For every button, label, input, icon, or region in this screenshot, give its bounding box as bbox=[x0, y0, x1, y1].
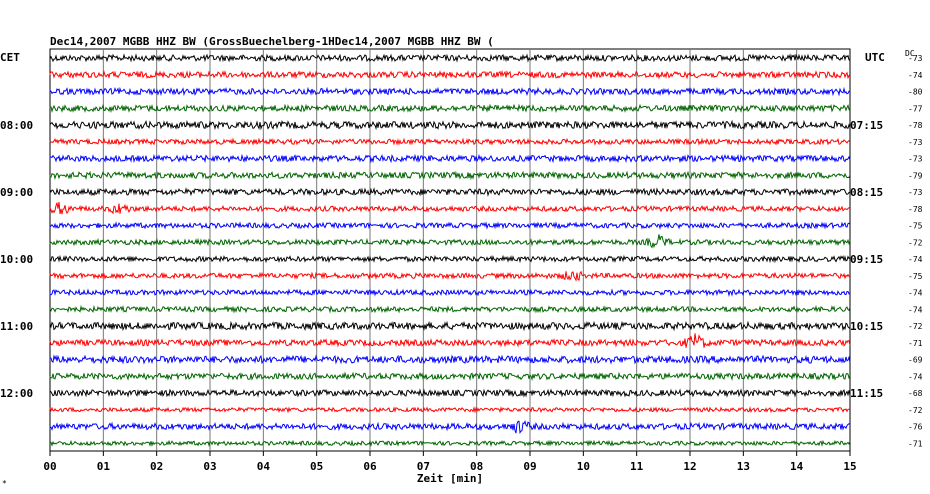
dc-offset-label: -73 bbox=[908, 54, 923, 63]
x-tick-label: 09 bbox=[523, 460, 536, 473]
dc-label: DC bbox=[905, 49, 915, 58]
seismic-trace bbox=[49, 320, 851, 332]
dc-offset-label: -74 bbox=[908, 289, 923, 298]
plot-frame bbox=[49, 48, 851, 452]
seismic-trace bbox=[49, 234, 851, 249]
seismic-trace bbox=[49, 419, 850, 435]
dc-offset-label: -75 bbox=[908, 272, 923, 281]
x-tick-label: 07 bbox=[417, 460, 430, 473]
seismic-trace bbox=[49, 354, 851, 365]
seismic-trace bbox=[49, 333, 851, 348]
seismic-trace bbox=[49, 153, 851, 164]
cet-time-label: 09:00 bbox=[0, 186, 33, 199]
dc-offset-label: -73 bbox=[908, 155, 923, 164]
x-tick-label: 10 bbox=[577, 460, 590, 473]
cet-time-labels: 08:00 09:00 10:00 11:00 12:00 bbox=[0, 119, 33, 400]
utc-time-labels: 07:15 08:15 09:15 10:15 11:15 bbox=[850, 119, 883, 400]
dc-offset-label: -72 bbox=[908, 238, 923, 247]
cet-time-label: 08:00 bbox=[0, 119, 33, 132]
seismic-trace bbox=[49, 304, 851, 314]
seismic-trace bbox=[49, 201, 851, 215]
seismic-trace bbox=[49, 288, 851, 297]
seismic-trace bbox=[49, 69, 851, 80]
dc-offset-label: -74 bbox=[908, 372, 923, 381]
seismic-traces bbox=[49, 53, 851, 447]
seismic-trace bbox=[49, 137, 851, 146]
seismic-trace bbox=[49, 221, 851, 230]
seismic-trace bbox=[49, 439, 851, 447]
x-tick-label: 14 bbox=[790, 460, 804, 473]
seismic-trace bbox=[49, 103, 851, 114]
dc-offset-label: -75 bbox=[908, 222, 923, 231]
x-axis: 00 01 02 03 04 05 06 07 08 09 10 11 12 13 14 15 bbox=[43, 451, 857, 473]
dc-offset-label: -74 bbox=[908, 305, 923, 314]
dc-offset-label: -74 bbox=[908, 71, 923, 80]
x-tick-label: 12 bbox=[683, 460, 696, 473]
seismic-trace bbox=[49, 187, 851, 197]
utc-time-label: 07:15 bbox=[850, 119, 883, 132]
cet-time-label: 12:00 bbox=[0, 387, 33, 400]
seismic-trace bbox=[49, 170, 851, 181]
x-tick-label: 04 bbox=[257, 460, 271, 473]
cet-time-label: 11:00 bbox=[0, 320, 33, 333]
cet-zone-label: CET bbox=[0, 51, 20, 64]
dc-offset-label: -76 bbox=[908, 423, 923, 432]
x-tick-label: 05 bbox=[310, 460, 323, 473]
seismic-trace bbox=[49, 254, 851, 264]
x-tick-label: 08 bbox=[470, 460, 483, 473]
x-tick-label: 03 bbox=[203, 460, 216, 473]
utc-time-label: 10:15 bbox=[850, 320, 883, 333]
seismic-trace bbox=[49, 270, 851, 282]
dc-offset-labels: -73 -74 -80 -77 -78 -73 -73 -79 -73 -78 -75 -72 -74 -… bbox=[908, 54, 923, 448]
dc-offset-label: -71 bbox=[908, 439, 923, 448]
dc-offset-label: -80 bbox=[908, 88, 923, 97]
dc-offset-label: -69 bbox=[908, 356, 923, 365]
seismic-trace bbox=[49, 405, 851, 414]
seismic-trace bbox=[49, 119, 851, 131]
dc-offset-label: -71 bbox=[908, 339, 923, 348]
x-axis-label: Zeit [min] bbox=[417, 472, 483, 485]
seismic-trace bbox=[49, 53, 851, 63]
seismic-trace bbox=[49, 86, 851, 97]
dc-offset-label: -77 bbox=[908, 104, 923, 113]
corner-mark: * bbox=[2, 479, 7, 488]
dc-offset-label: -78 bbox=[908, 205, 923, 214]
dc-offset-label: -74 bbox=[908, 255, 923, 264]
seismic-trace bbox=[49, 388, 851, 398]
chart-title: Dec14,2007 MGBB HHZ BW (GrossBuechelberg… bbox=[50, 35, 494, 48]
x-tick-label: 02 bbox=[150, 460, 163, 473]
utc-time-label: 08:15 bbox=[850, 186, 883, 199]
seismic-trace bbox=[49, 371, 851, 382]
x-tick-label: 13 bbox=[737, 460, 750, 473]
dc-offset-label: -79 bbox=[908, 171, 923, 180]
dc-offset-label: -73 bbox=[908, 188, 923, 197]
dc-offset-label: -72 bbox=[908, 406, 923, 415]
x-tick-label: 11 bbox=[630, 460, 644, 473]
dc-offset-label: -78 bbox=[908, 121, 923, 130]
x-tick-label: 15 bbox=[843, 460, 856, 473]
utc-time-label: 11:15 bbox=[850, 387, 883, 400]
cet-time-label: 10:00 bbox=[0, 253, 33, 266]
utc-time-label: 09:15 bbox=[850, 253, 883, 266]
dc-offset-label: -72 bbox=[908, 322, 923, 331]
utc-zone-label: UTC bbox=[865, 51, 885, 64]
x-tick-label: 00 bbox=[43, 460, 56, 473]
x-tick-label: 01 bbox=[97, 460, 111, 473]
x-tick-label: 06 bbox=[363, 460, 377, 473]
minute-gridlines bbox=[102, 49, 798, 451]
dc-offset-label: -73 bbox=[908, 138, 923, 147]
dc-offset-label: -68 bbox=[908, 389, 923, 398]
